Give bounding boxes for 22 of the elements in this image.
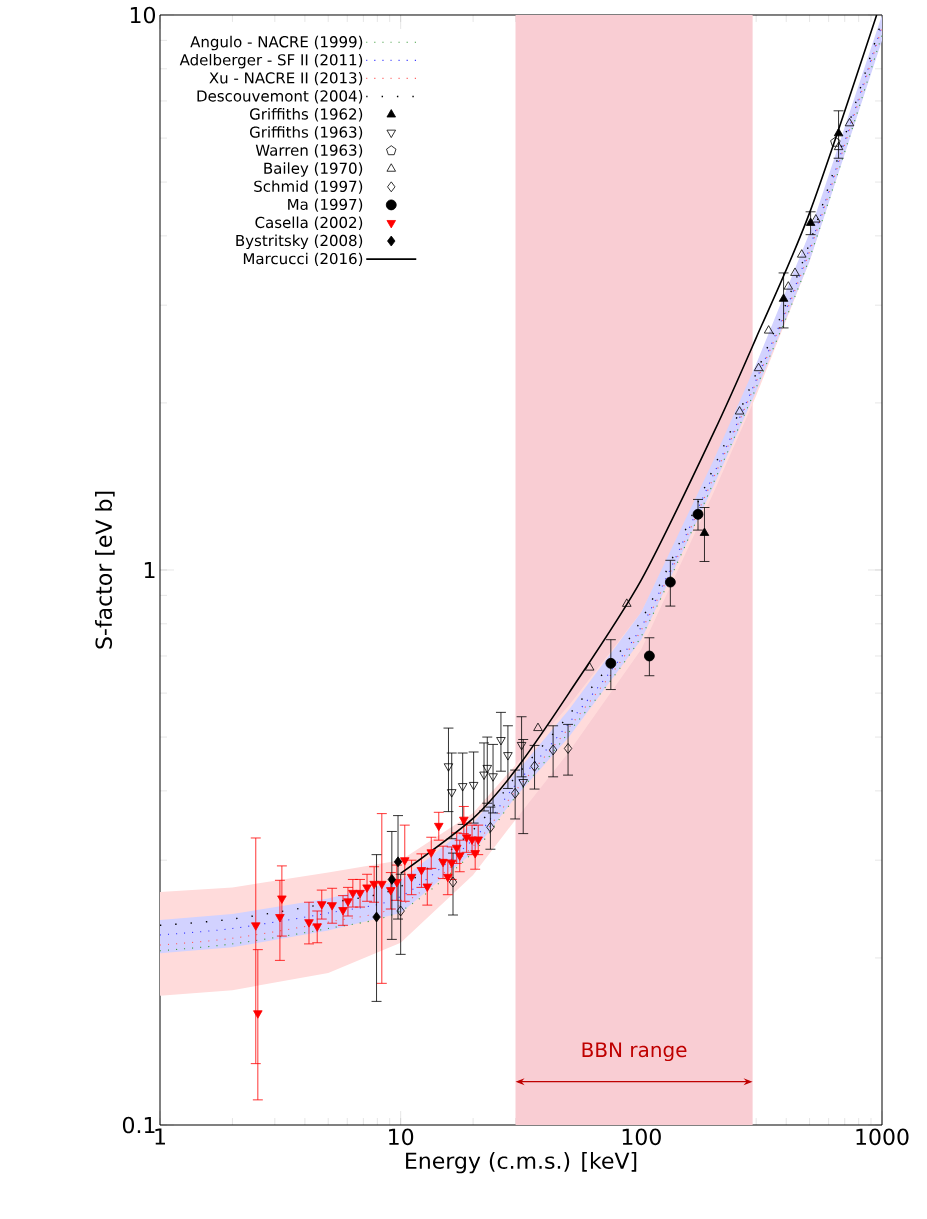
legend-label: Angulo - NACRE (1999) — [190, 35, 363, 51]
x-axis-title: Energy (c.m.s.) [keV] — [406, 1152, 637, 1174]
legend-label: Ma (1997) — [288, 198, 363, 212]
legend-label: Schmid (1997) — [254, 180, 363, 194]
legend-label: Casella (2002) — [255, 216, 363, 230]
legend-label: Adelberger - SF II (2011) — [179, 53, 363, 69]
y-tick-label: 10 — [130, 6, 156, 24]
legend-label: Warren (1963) — [255, 144, 363, 158]
legend-label: Bystritsky (2008) — [236, 234, 363, 250]
y-tick-label: 1 — [144, 561, 155, 579]
band-label: BBN range — [582, 1042, 687, 1062]
x-tick-label: 1000 — [856, 1128, 909, 1146]
legend-label: Xu - NACRE II (2013) — [209, 71, 363, 86]
legend-label: Griffiths (1963) — [250, 126, 363, 140]
y-axis-title: S-factor [eV b] — [95, 491, 115, 649]
legend-label: Bailey (1970) — [264, 162, 363, 177]
legend-label: Descouvemont (2004) — [197, 90, 363, 104]
x-tick-label: 10 — [389, 1128, 414, 1146]
y-tick-label: 0.1 — [122, 1116, 155, 1134]
legend-label: Marcucci (2016) — [243, 252, 363, 267]
x-tick-label: 100 — [622, 1128, 661, 1146]
legend-label: Griffiths (1962) — [250, 108, 363, 122]
